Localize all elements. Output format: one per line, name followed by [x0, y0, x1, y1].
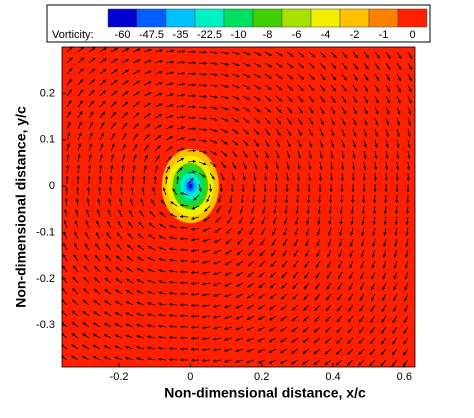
colorbar-swatch [398, 9, 427, 27]
x-tick-label: 0.6 [397, 371, 412, 383]
y-tick-label: 0 [49, 180, 55, 192]
colorbar-swatch [369, 9, 398, 27]
colorbar-swatch [282, 9, 311, 27]
colorbar-tick-label: -4 [321, 29, 331, 41]
colorbar-tick-label: -2 [350, 29, 360, 41]
plot-area [60, 47, 415, 367]
colorbar-tick-label: -10 [231, 29, 247, 41]
y-tick-label: -0.2 [36, 273, 55, 285]
colorbar-tick-label: -6 [292, 29, 302, 41]
y-tick-label: -0.1 [36, 226, 55, 238]
colorbar-tick-label: -8 [263, 29, 273, 41]
y-tick-label: 0.2 [40, 87, 55, 99]
colorbar-swatch [340, 9, 369, 27]
colorbar-tick-label: -1 [379, 29, 389, 41]
colorbar-tick-label: -60 [115, 29, 131, 41]
colorbar-swatch [311, 9, 340, 27]
colorbar-tick-label: -22.5 [197, 29, 222, 41]
x-axis-label: Non-dimensional distance, x/c [164, 385, 366, 401]
y-tick-label: -0.3 [36, 319, 55, 331]
colorbar-tick-label: -47.5 [139, 29, 164, 41]
colorbar-swatch [108, 9, 137, 27]
vorticity-contour [189, 184, 193, 189]
colorbar-swatch [166, 9, 195, 27]
y-axis-label: Non-dimensional distance, y/c [13, 106, 29, 308]
colorbar-swatch [253, 9, 282, 27]
x-tick-label: -0.2 [110, 371, 129, 383]
colorbar-tick-label: 0 [409, 29, 415, 41]
colorbar-tick-label: -35 [173, 29, 189, 41]
colorbar-label: Vorticity: [52, 29, 94, 41]
x-tick-label: 0.2 [254, 371, 269, 383]
colorbar-swatch [137, 9, 166, 27]
x-tick-label: 0 [187, 371, 193, 383]
colorbar-swatch [195, 9, 224, 27]
x-tick-label: 0.4 [325, 371, 340, 383]
y-tick-label: 0.1 [40, 134, 55, 146]
colorbar-swatch [224, 9, 253, 27]
